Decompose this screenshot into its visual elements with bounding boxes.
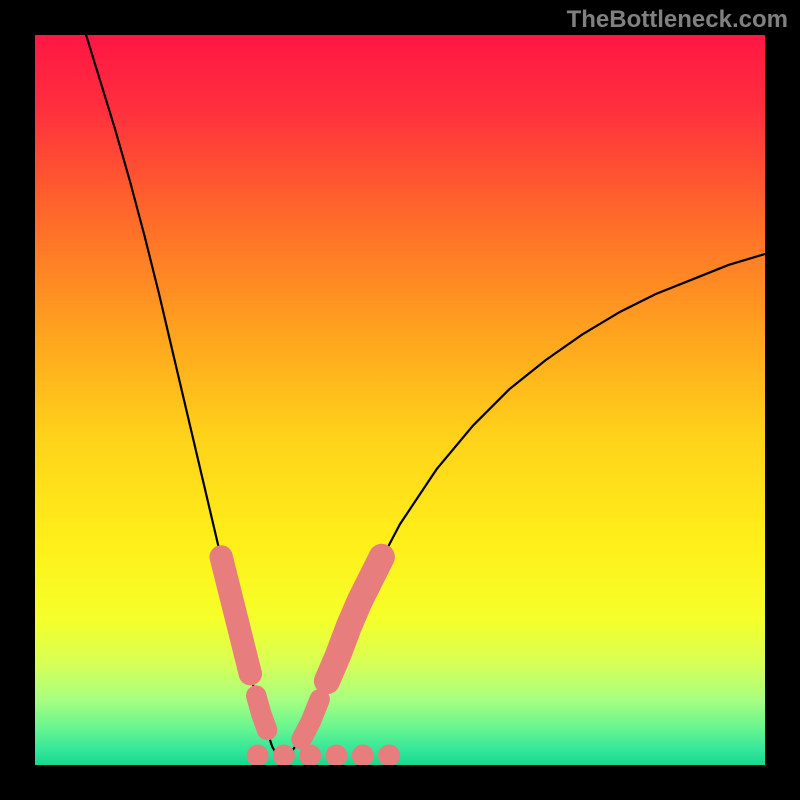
plot-svg	[35, 35, 765, 765]
plot-area	[35, 35, 765, 765]
gradient-background	[35, 35, 765, 765]
chart-frame: TheBottleneck.com	[0, 0, 800, 800]
watermark-text: TheBottleneck.com	[567, 6, 788, 34]
